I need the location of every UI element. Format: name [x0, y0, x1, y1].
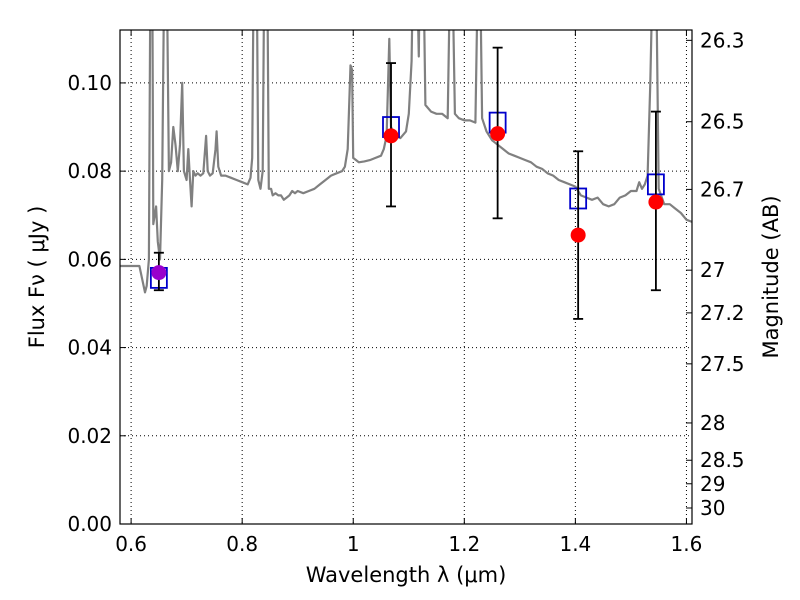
x-tick-label: 0.8: [226, 532, 258, 556]
y-axis-label: Flux Fν ( μJy ): [25, 206, 49, 349]
x-tick-label: 1.2: [448, 532, 480, 556]
y-tick-label: 0.00: [67, 512, 112, 536]
x-tick-label: 1.4: [559, 532, 591, 556]
measured-flux-point: [490, 126, 506, 142]
model-spectrum-line: [120, 30, 692, 294]
x-axis-label: Wavelength λ (μm): [306, 563, 507, 587]
mag-tick-label: 28.5: [700, 448, 745, 472]
measured-flux-point: [151, 265, 167, 281]
x-tick-label: 0.6: [115, 532, 147, 556]
measured-flux-point: [570, 227, 586, 243]
plot-frame: [119, 29, 693, 525]
y-tick-label: 0.02: [67, 424, 112, 448]
axes: 0.6 0.8 1 1.2 1.4 1.6 0.00 0.02 0.04 0.06 0.08 0.10…: [67, 28, 744, 556]
y-tick-label: 0.06: [67, 247, 112, 271]
measured-flux-point: [648, 194, 664, 210]
mag-tick-label: 26.3: [700, 28, 745, 52]
measured-flux-point: [383, 128, 399, 144]
plot-area: [120, 30, 692, 524]
y-tick-label: 0.10: [67, 71, 112, 95]
mag-tick-label: 30: [700, 496, 725, 520]
mag-tick-label: 26.7: [700, 177, 745, 201]
mag-tick-label: 27.5: [700, 352, 745, 376]
x-tick-label: 1: [347, 532, 360, 556]
x-tick-label: 1.6: [671, 532, 703, 556]
mag-tick-label: 26.5: [700, 110, 745, 134]
mag-tick-label: 27: [700, 258, 725, 282]
mag-tick-label: 27.2: [700, 301, 745, 325]
y-tick-label: 0.08: [67, 159, 112, 183]
mag-tick-label: 28: [700, 411, 725, 435]
y2-axis-label: Magnitude (AB): [759, 195, 783, 358]
plot-content: [120, 30, 692, 320]
y-tick-label: 0.04: [67, 336, 112, 360]
mag-tick-label: 29: [700, 472, 725, 496]
